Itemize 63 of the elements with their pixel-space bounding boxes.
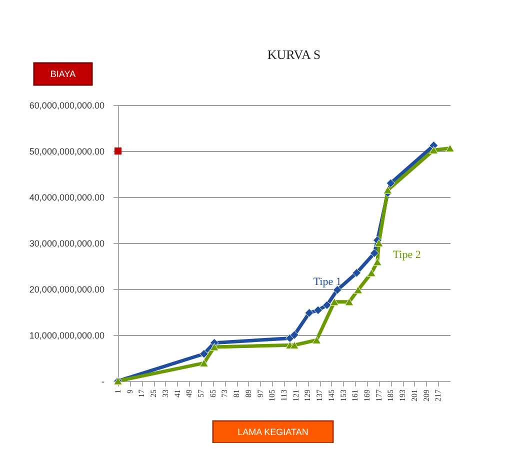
point bbox=[372, 258, 382, 266]
point bbox=[330, 298, 339, 306]
x-tick-label: 73 bbox=[220, 390, 230, 398]
x-tick-label: 97 bbox=[256, 390, 265, 398]
x-tick-label: 113 bbox=[280, 390, 288, 402]
point bbox=[374, 239, 384, 247]
x-tick-label: 217 bbox=[434, 390, 443, 402]
point bbox=[314, 306, 323, 315]
point bbox=[312, 336, 322, 344]
y-tick-label: 30,000,000,000.00 bbox=[29, 238, 104, 248]
point bbox=[114, 147, 122, 155]
point bbox=[332, 285, 342, 294]
x-tick-label: 17 bbox=[137, 390, 146, 398]
y-tick-label: 10,000,000,000.00 bbox=[29, 330, 104, 340]
x-tick-label: 201 bbox=[410, 390, 419, 402]
x-tick-label: 33 bbox=[160, 390, 170, 398]
x-tick-label: 25 bbox=[149, 390, 158, 398]
x-tick-label: 169 bbox=[362, 390, 372, 402]
y-axis-title: BIAYA bbox=[50, 69, 76, 79]
chart-title: KURVA S bbox=[267, 47, 321, 62]
x-tick-label: 105 bbox=[268, 390, 277, 402]
x-axis-title: LAMA KEGIATAN bbox=[238, 427, 308, 437]
point bbox=[290, 341, 299, 349]
y-tick-label: 40,000,000,000.00 bbox=[29, 192, 104, 202]
y-tick-label: - bbox=[102, 376, 104, 386]
x-tick-label: 137 bbox=[315, 390, 324, 402]
point bbox=[386, 178, 396, 188]
point bbox=[322, 300, 332, 310]
x-tick-label: 89 bbox=[244, 390, 253, 398]
point bbox=[367, 269, 376, 277]
x-tick-label: 9 bbox=[125, 390, 134, 394]
point bbox=[370, 248, 379, 258]
x-tick-label: 65 bbox=[208, 390, 218, 398]
x-tick-label: 49 bbox=[184, 390, 194, 398]
x-tick-label: 41 bbox=[172, 390, 182, 398]
series-label: Tipe 2 bbox=[392, 249, 421, 261]
y-tick-label: 20,000,000,000.00 bbox=[29, 284, 104, 294]
x-tick-label: 121 bbox=[291, 390, 300, 402]
x-tick-label: 129 bbox=[303, 390, 312, 402]
x-tick-label: 57 bbox=[196, 390, 206, 398]
point bbox=[383, 186, 392, 194]
series-label: Tipe 1 bbox=[313, 276, 342, 288]
x-tick-label: 193 bbox=[398, 390, 408, 402]
point bbox=[344, 298, 354, 306]
point bbox=[354, 286, 363, 294]
point bbox=[290, 330, 299, 340]
point bbox=[304, 308, 314, 318]
y-tick-label: 50,000,000,000.00 bbox=[29, 146, 104, 156]
point bbox=[352, 268, 362, 278]
point bbox=[446, 144, 454, 152]
point bbox=[429, 146, 438, 154]
point bbox=[200, 359, 208, 367]
point bbox=[210, 343, 219, 351]
x-tick-label: 161 bbox=[350, 390, 360, 402]
x-tick-label: 145 bbox=[326, 390, 336, 402]
point bbox=[200, 349, 208, 358]
x-tick-label: 185 bbox=[386, 390, 396, 402]
x-tick-label: 81 bbox=[232, 390, 242, 398]
x-tick-label: 209 bbox=[422, 390, 431, 402]
y-tick-label: 60,000,000,000.00 bbox=[29, 100, 104, 110]
x-tick-label: 177 bbox=[374, 390, 384, 402]
x-tick-label: 1 bbox=[114, 390, 122, 394]
x-tick-label: 153 bbox=[338, 390, 348, 402]
